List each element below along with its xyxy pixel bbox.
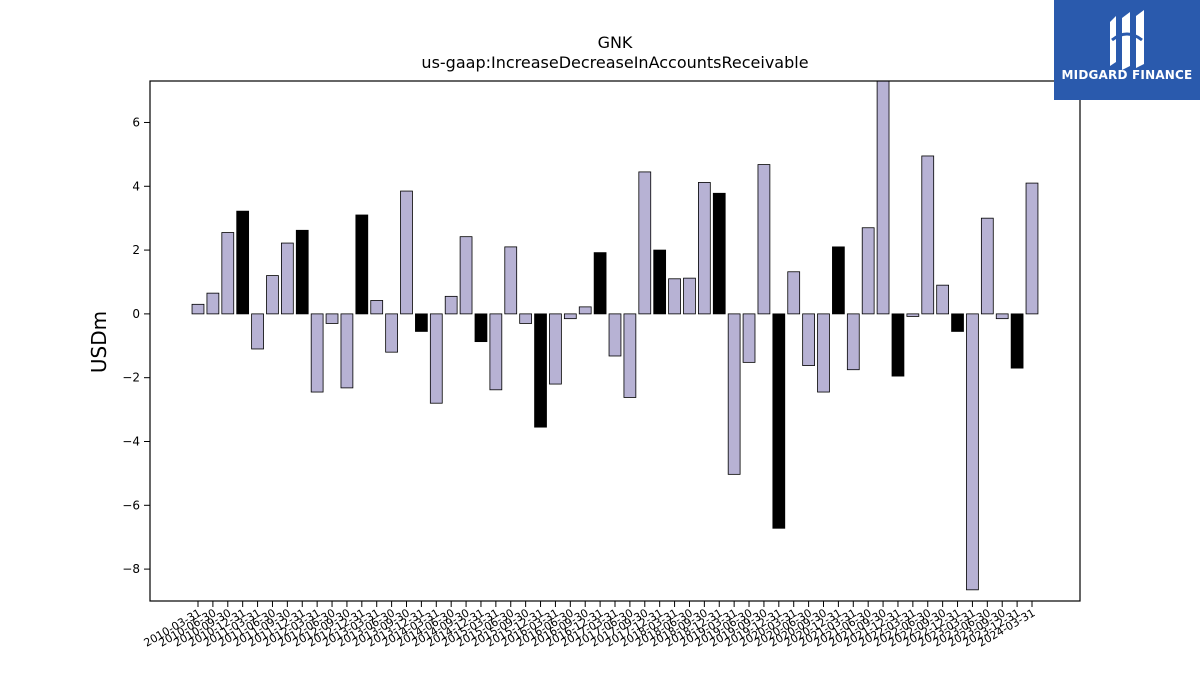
y-tick-label: −4 <box>122 434 140 448</box>
y-axis-label: USDm <box>87 311 111 373</box>
bar <box>787 271 801 315</box>
bar <box>951 313 964 332</box>
y-tick-label: 2 <box>132 243 140 257</box>
y-tick-label: −8 <box>122 562 140 576</box>
bar <box>876 80 890 315</box>
bars-group <box>191 80 1039 591</box>
bar <box>698 182 711 315</box>
y-tick-label: 6 <box>132 115 140 129</box>
bar <box>563 313 577 320</box>
bar <box>608 313 622 357</box>
bar <box>325 313 339 324</box>
bar <box>206 292 220 315</box>
bar <box>295 229 309 315</box>
logo-text: MIDGARD FINANCE <box>1061 68 1193 82</box>
bar <box>638 171 652 315</box>
bar <box>459 236 473 315</box>
bar <box>727 313 741 475</box>
bar <box>400 190 413 315</box>
x-axis: 2010-03-312010-06-302010-09-302010-12-31… <box>142 601 1038 650</box>
bar <box>266 275 279 315</box>
logo-mark-icon <box>1054 0 1200 100</box>
bar <box>966 313 979 591</box>
bar <box>593 252 607 315</box>
bar <box>370 300 384 315</box>
bar <box>906 313 920 317</box>
bar <box>519 313 533 324</box>
bar <box>504 246 518 315</box>
bar <box>191 303 205 315</box>
bar <box>340 313 354 389</box>
bar <box>891 313 905 377</box>
y-axis: −8 −6 −4 −2 0 2 4 6 <box>122 115 150 576</box>
bar <box>980 217 994 315</box>
bar <box>653 249 667 315</box>
bar <box>310 313 324 393</box>
bar <box>385 313 398 353</box>
bar <box>1025 182 1039 315</box>
bar <box>742 313 756 363</box>
bar <box>995 313 1009 320</box>
chart-subtitle: us-gaap:IncreaseDecreaseInAccountsReceiv… <box>421 53 808 72</box>
bar <box>772 313 786 529</box>
bar <box>415 313 428 332</box>
bar <box>623 313 637 398</box>
bar <box>355 214 369 315</box>
y-tick-label: 0 <box>132 307 140 321</box>
midgard-finance-logo: MIDGARD FINANCE <box>1054 0 1200 100</box>
bar <box>832 246 845 315</box>
chart-title: GNK <box>598 33 633 52</box>
bar <box>444 295 458 315</box>
bar <box>549 313 562 385</box>
bar <box>712 192 726 315</box>
bar <box>221 232 235 315</box>
bar <box>236 210 250 315</box>
bar <box>578 306 592 315</box>
bar <box>683 277 696 315</box>
y-tick-label: 4 <box>132 179 140 193</box>
bar <box>936 284 950 315</box>
bar <box>802 313 815 366</box>
y-tick-label: −6 <box>122 498 140 512</box>
bar <box>1010 313 1024 369</box>
bar <box>251 313 264 350</box>
bar <box>921 155 935 315</box>
bar <box>489 313 503 391</box>
bar <box>474 313 488 343</box>
bar <box>846 313 860 371</box>
y-tick-label: −2 <box>122 371 140 385</box>
bar <box>534 313 547 428</box>
plot-frame <box>149 80 1081 602</box>
bar <box>668 278 681 315</box>
bar <box>861 227 875 315</box>
bar <box>429 313 443 404</box>
bar <box>817 313 830 393</box>
bar <box>757 164 771 315</box>
bar <box>280 242 294 315</box>
